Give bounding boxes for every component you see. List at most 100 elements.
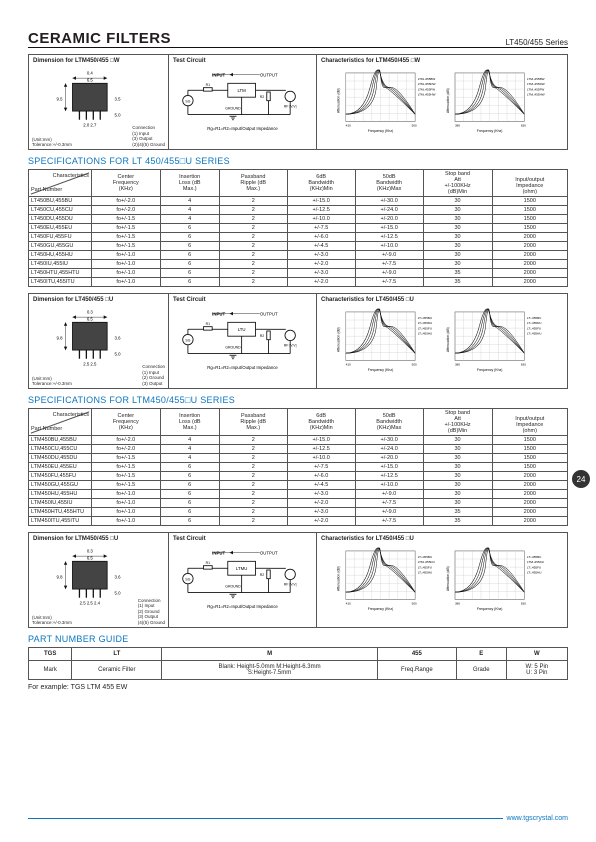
svg-text:Attenuation (dB): Attenuation (dB) [337, 566, 341, 591]
svg-text:LT□455FU: LT□455FU [418, 565, 432, 569]
guide-example: For example: TGS LTM 455 EW [28, 684, 568, 691]
footer-url: www.tgscrystal.com [507, 815, 568, 822]
svg-text:R1: R1 [206, 561, 210, 565]
connection-note: Connection(1) Input(3) Output(2)(4)(5) G… [132, 125, 165, 147]
svg-text:Rg=R1=R2=Input/Output Impedanc: Rg=R1=R2=Input/Output Impedance [207, 365, 278, 370]
guide-cell: Blank: Height-5.0mm M:Height-6.3mmS:Heig… [162, 661, 378, 680]
spec-table: CharacteristicsPart NumberCenterFrequenc… [28, 408, 568, 526]
svg-text:GROUND: GROUND [225, 584, 241, 588]
dimension-panel: Dimension for LT450/455 □U 0.3 2.5 2.5 9… [29, 294, 169, 388]
test-circuit-panel: Test Circuit INPUT OUTPUT LTM SG R1 R2 R… [169, 55, 317, 149]
svg-text:LTM□455HW: LTM□455HW [418, 92, 436, 96]
svg-text:Attenuation (dB): Attenuation (dB) [337, 327, 341, 352]
svg-text:410: 410 [346, 124, 351, 128]
svg-text:SG: SG [185, 99, 190, 103]
svg-text:Frequency (Khz): Frequency (Khz) [477, 607, 503, 611]
svg-text:LT□455DU: LT□455DU [418, 321, 433, 325]
guide-header-cell: W [506, 648, 567, 661]
svg-text:380: 380 [455, 602, 460, 606]
svg-text:500: 500 [412, 602, 417, 606]
svg-text:Frequency (Khz): Frequency (Khz) [477, 129, 503, 133]
svg-text:500: 500 [412, 363, 417, 367]
panel-row-1: Dimension for LTM450/455 □W 0.4 2.0 2.7 … [28, 54, 568, 150]
svg-text:630: 630 [521, 124, 526, 128]
guide-header-cell: E [456, 648, 506, 661]
svg-text:R1: R1 [206, 83, 210, 87]
svg-text:Rg=R1=R2=Input/Output Impedanc: Rg=R1=R2=Input/Output Impedance [207, 126, 278, 131]
svg-text:GROUND: GROUND [225, 345, 241, 349]
dimension-title: Dimension for LTM450/455 □U [33, 536, 164, 542]
svg-text:410: 410 [346, 602, 351, 606]
unit-note: (Unit:mm)Tolerance:+/-0.3mm [32, 615, 72, 625]
svg-text:LTM□455HW: LTM□455HW [527, 92, 545, 96]
footer: www.tgscrystal.com [28, 815, 568, 822]
svg-text:380: 380 [455, 363, 460, 367]
svg-text:630: 630 [521, 363, 526, 367]
svg-text:LT□455HU: LT□455HU [527, 331, 542, 335]
dimension-panel: Dimension for LTM450/455 □W 0.4 2.0 2.7 … [29, 55, 169, 149]
guide-cell: Mark [29, 661, 72, 680]
svg-text:GROUND: GROUND [225, 106, 241, 110]
page-number-badge: 24 [572, 470, 590, 488]
test-circuit-panel: Test Circuit INPUT OUTPUT LTU SG R1 R2 R… [169, 294, 317, 388]
svg-text:OUTPUT: OUTPUT [260, 550, 278, 555]
char-title: Characteristics for LT450/455 □U [321, 536, 563, 542]
svg-text:LTM□455BW: LTM□455BW [418, 77, 436, 81]
svg-text:Rg=R1=R2=Input/Output Impedanc: Rg=R1=R2=Input/Output Impedance [207, 604, 278, 609]
spec-title-2: SPECIFICATIONS FOR LTM450/455□U SERIES [28, 395, 568, 405]
svg-text:OUTPUT: OUTPUT [260, 311, 278, 316]
svg-text:9.5: 9.5 [56, 97, 63, 102]
svg-text:Frequency (Khz): Frequency (Khz) [477, 368, 503, 372]
svg-text:R1: R1 [206, 322, 210, 326]
svg-text:LTM□455FW: LTM□455FW [418, 87, 436, 91]
svg-text:LTM□455DW: LTM□455DW [418, 82, 436, 86]
svg-text:LT□455BU: LT□455BU [418, 316, 432, 320]
guide-header-cell: TGS [29, 648, 72, 661]
svg-text:Attenuation (dB): Attenuation (dB) [337, 88, 341, 113]
svg-text:LTU: LTU [238, 327, 246, 332]
characteristics-panel: Characteristics for LT450/455 □U LT□455B… [317, 533, 567, 627]
guide-title: PART NUMBER GUIDE [28, 634, 568, 644]
connection-note: Connection(1) Input(2) Ground(3) Output [142, 364, 165, 386]
svg-text:Attenuation (dB): Attenuation (dB) [446, 88, 450, 113]
svg-text:LTM□455DW: LTM□455DW [527, 82, 545, 86]
svg-text:INPUT: INPUT [212, 72, 225, 77]
svg-text:630: 630 [521, 602, 526, 606]
svg-text:LT□455BU: LT□455BU [527, 316, 541, 320]
char-title: Characteristics for LTM450/455 □W [321, 58, 563, 64]
guide-header-cell: LT [72, 648, 162, 661]
svg-text:5.0: 5.0 [115, 590, 122, 595]
spec-title-1: SPECIFICATIONS FOR LT 450/455□U SERIES [28, 156, 568, 166]
guide-header-cell: 455 [377, 648, 456, 661]
guide-cell: Ceramic Filter [72, 661, 162, 680]
svg-text:INPUT: INPUT [212, 550, 225, 555]
svg-text:5.0: 5.0 [115, 112, 122, 117]
connection-note: Connection(1) Input(2) Ground(3) Output(… [138, 598, 165, 625]
svg-text:LTM□455BW: LTM□455BW [527, 77, 545, 81]
svg-text:2.0 2.7: 2.0 2.7 [83, 123, 97, 128]
panel-row-2: Dimension for LT450/455 □U 0.3 2.5 2.5 9… [28, 293, 568, 389]
svg-text:3.5: 3.5 [115, 97, 122, 102]
panel-row-3: Dimension for LTM450/455 □U 0.3 2.5 2.5 … [28, 532, 568, 628]
svg-text:LT□455HU: LT□455HU [527, 570, 542, 574]
series-label: LT450/455 Series [505, 38, 568, 47]
svg-text:LT□455BU: LT□455BU [527, 555, 541, 559]
spec-table: CharacteristicsPart NumberCenterFrequenc… [28, 169, 568, 287]
guide-table: TGSLTM455EWMarkCeramic FilterBlank: Heig… [28, 647, 568, 680]
svg-text:2.5 2.5 2.4: 2.5 2.5 2.4 [80, 601, 101, 606]
svg-text:Attenuation (dB): Attenuation (dB) [446, 566, 450, 591]
svg-text:R2: R2 [260, 334, 264, 338]
svg-text:LTM: LTM [237, 88, 246, 93]
svg-text:LTMU: LTMU [236, 566, 247, 571]
unit-note: (Unit:mm)Tolerance:+/-0.3mm [32, 137, 72, 147]
svg-text:500: 500 [412, 124, 417, 128]
svg-text:380: 380 [455, 124, 460, 128]
svg-text:LTM□455FW: LTM□455FW [527, 87, 545, 91]
guide-cell: Grade [456, 661, 506, 680]
svg-text:Frequency (Khz): Frequency (Khz) [368, 368, 394, 372]
svg-text:3.6: 3.6 [115, 336, 122, 341]
test-circuit-panel: Test Circuit INPUT OUTPUT LTMU SG R1 R2 … [169, 533, 317, 627]
svg-text:3.6: 3.6 [115, 575, 122, 580]
svg-text:0.4: 0.4 [87, 71, 94, 76]
svg-text:R2: R2 [260, 573, 264, 577]
